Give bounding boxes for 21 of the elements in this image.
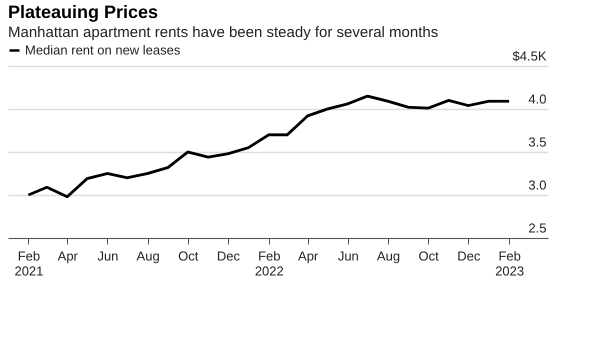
x-tick-label: Oct [178,248,199,264]
y-tick-label: 2.5 [528,220,546,236]
x-tick-label: Aug [376,248,400,264]
chart-title: Plateauing Prices [8,2,158,22]
chart-subtitle: Manhattan apartment rents have been steady for several months [8,24,438,41]
x-tick-label: Dec [457,248,481,264]
x-tick-label: Dec [216,248,241,264]
x-tick-label: Jun [338,248,359,264]
x-tick-label: Apr [298,248,319,264]
x-tick-label: Jun [97,248,118,264]
x-tick-label: Feb 2022 [254,248,284,278]
x-tick-label: Oct [418,248,440,264]
x-tick-label: Apr [58,248,79,264]
y-tick-label: 3.5 [528,134,546,150]
x-tick-label: Aug [136,248,160,264]
x-tick-label: Feb 2023 [495,248,524,278]
legend-label: Median rent on new leases [25,42,181,58]
y-tick-label: 4.0 [528,92,546,106]
y-tick-label: $4.5K [512,48,547,64]
x-tick-label: Feb 2021 [14,248,44,278]
y-tick-label: 3.0 [528,178,546,192]
